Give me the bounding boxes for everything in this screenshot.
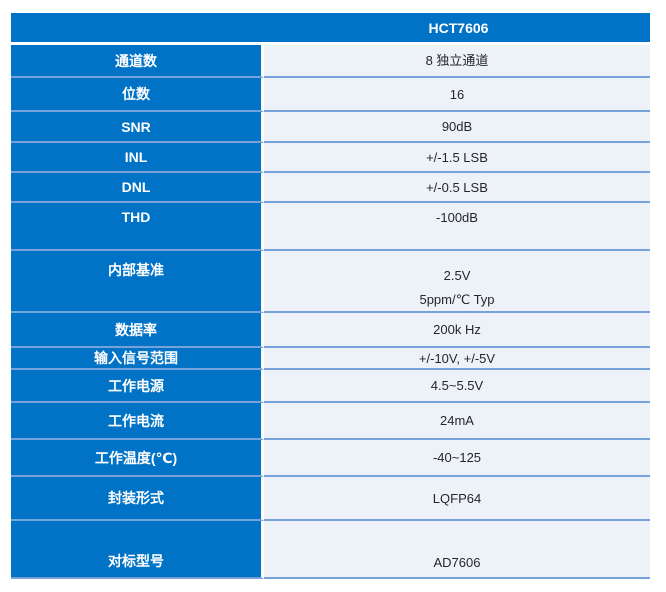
row-label: 内部基准 (108, 262, 164, 278)
header-spacer (11, 13, 267, 42)
row-value-cell: +/-1.5 LSB (264, 143, 650, 173)
row-value: 5ppm/℃ Typ (419, 292, 495, 307)
table-row: 输入信号范围 +/-10V, +/-5V (11, 348, 650, 370)
row-label-cell: 通道数 (11, 45, 264, 78)
row-value: 24mA (440, 413, 474, 428)
row-value: +/-0.5 LSB (426, 179, 488, 195)
row-label-cell: SNR (11, 112, 264, 143)
row-value-cell: AD7606 (264, 521, 650, 579)
table-row: 工作电流 24mA (11, 403, 650, 440)
row-value: -100dB (436, 210, 478, 225)
row-label: INL (124, 149, 148, 165)
row-label: 工作温度(℃) (94, 449, 178, 466)
table-row: SNR 90dB (11, 112, 650, 143)
row-value-cell: 90dB (264, 112, 650, 143)
row-label: 工作电源 (108, 377, 164, 394)
table-row: 封装形式 LQFP64 (11, 477, 650, 521)
row-label-cell: 工作电流 (11, 403, 264, 440)
row-value: 90dB (441, 119, 473, 134)
row-label-cell: 对标型号 (11, 521, 264, 579)
table-row: THD -100dB (11, 203, 650, 251)
row-value: 200k Hz (433, 322, 481, 337)
row-value-cell: +/-10V, +/-5V (264, 348, 650, 370)
table-row: 工作温度(℃) -40~125 (11, 440, 650, 477)
row-label-cell: 工作电源 (11, 370, 264, 403)
row-label: 通道数 (115, 52, 157, 69)
row-value: 2.5V (443, 268, 471, 283)
table-row: DNL +/-0.5 LSB (11, 173, 650, 203)
row-label-cell: 工作温度(℃) (11, 440, 264, 477)
table-row: 数据率 200k Hz (11, 313, 650, 348)
table-row: 工作电源 4.5~5.5V (11, 370, 650, 403)
row-value: +/-1.5 LSB (426, 149, 488, 165)
row-label-cell: 位数 (11, 78, 264, 112)
spec-table: HCT7606 通道数 8 独立通道 位数 16 SNR 90dB INL +/… (11, 13, 650, 579)
row-value-cell: -40~125 (264, 440, 650, 477)
row-value-cell: 200k Hz (264, 313, 650, 348)
row-label: 位数 (122, 86, 150, 102)
row-label-cell: 内部基准 (11, 251, 264, 313)
row-value-cell: +/-0.5 LSB (264, 173, 650, 203)
row-label-cell: INL (11, 143, 264, 173)
table-row: 位数 16 (11, 78, 650, 112)
row-label: 对标型号 (108, 553, 164, 569)
row-label: DNL (121, 179, 151, 195)
row-label-cell: 数据率 (11, 313, 264, 348)
row-value-cell: 24mA (264, 403, 650, 440)
row-value: 4.5~5.5V (430, 378, 484, 393)
row-value-cell: 8 独立通道 (264, 45, 650, 78)
row-value: AD7606 (433, 555, 481, 570)
table-header: HCT7606 (11, 13, 650, 42)
row-label: SNR (121, 118, 151, 135)
row-label-cell: DNL (11, 173, 264, 203)
table-row: 内部基准 2.5V 5ppm/℃ Typ (11, 251, 650, 313)
row-label-cell: 封装形式 (11, 477, 264, 521)
row-value: 16 (449, 86, 465, 102)
row-value-cell: 2.5V 5ppm/℃ Typ (264, 251, 650, 313)
row-value-cell: -100dB (264, 203, 650, 251)
table-row: 通道数 8 独立通道 (11, 45, 650, 78)
row-value-cell: 4.5~5.5V (264, 370, 650, 403)
row-label-cell: 输入信号范围 (11, 348, 264, 370)
row-value: 8 独立通道 (425, 53, 489, 68)
spec-rows: 通道数 8 独立通道 位数 16 SNR 90dB INL +/-1.5 LSB… (11, 45, 650, 579)
row-value-cell: LQFP64 (264, 477, 650, 521)
table-row: 对标型号 AD7606 (11, 521, 650, 579)
row-label: 工作电流 (108, 412, 164, 429)
row-label: THD (121, 209, 151, 225)
row-label: 封装形式 (108, 490, 164, 506)
row-label: 数据率 (115, 321, 157, 338)
row-value-cell: 16 (264, 78, 650, 112)
part-number-title: HCT7606 (428, 19, 489, 36)
row-value: +/-10V, +/-5V (418, 350, 496, 366)
table-row: INL +/-1.5 LSB (11, 143, 650, 173)
row-value: LQFP64 (432, 490, 482, 506)
row-label-cell: THD (11, 203, 264, 251)
row-label: 输入信号范围 (94, 350, 178, 366)
row-value: -40~125 (432, 450, 482, 465)
